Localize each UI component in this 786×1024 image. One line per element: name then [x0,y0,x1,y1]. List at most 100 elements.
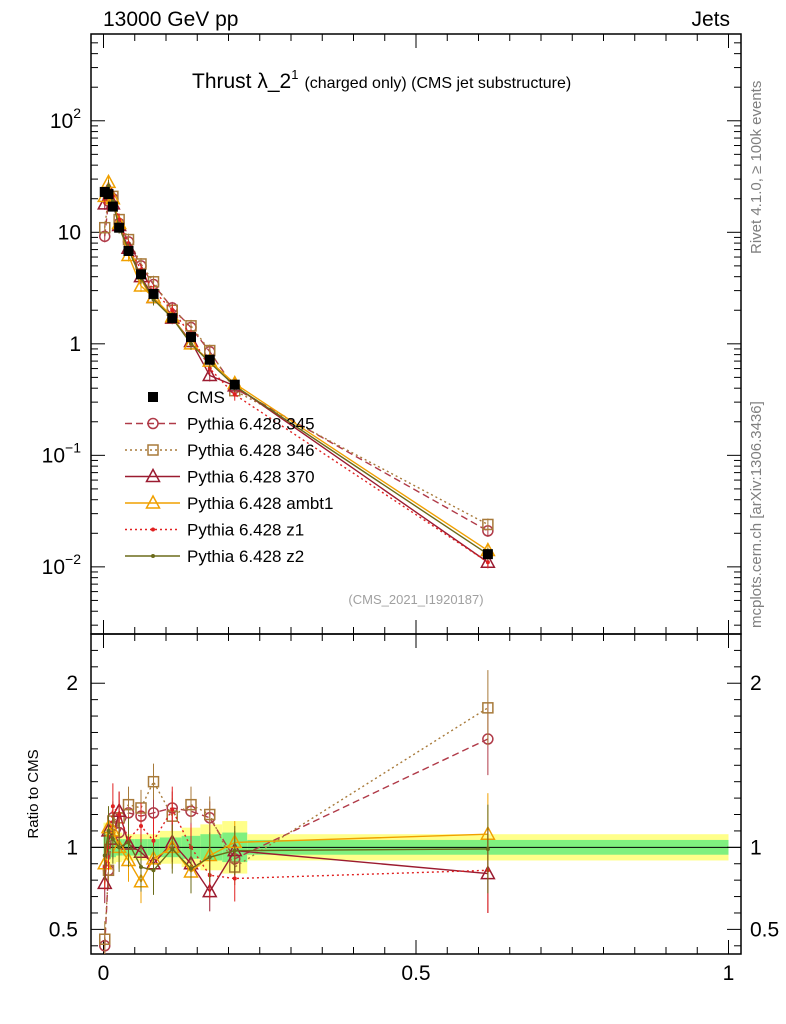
ratio-tick-label-left: 2 [66,672,78,695]
title-main: Thrust λ_2 [192,70,291,93]
legend-marker-z2 [151,554,155,558]
y-tick-exponent: 2 [73,105,81,121]
series-point-z1 [485,560,490,565]
series-point-p346 [482,518,494,531]
cms-data-point [482,549,493,560]
legend-marker-cms [148,392,158,402]
title-superscript: 1 [291,67,298,82]
ratio-axis-label: Ratio to CMS [25,749,42,838]
ratio-point-p346 [185,798,197,811]
category-label: Jets [691,8,730,31]
legend: CMS Pythia 6.428 345 Pythia 6.428 346 Pythi… [125,388,333,566]
y-tick-exponent: −2 [65,551,81,567]
ratio-point-z2 [110,837,115,842]
legend-label-z1: Pythia 6.428 z1 [187,521,304,540]
legend-entry-ambt1: Pythia 6.428 ambt1 [125,494,333,513]
legend-marker-p345 [147,417,159,430]
ratio-point-z2 [139,865,143,870]
analysis-id: (CMS_2021_I1920187) [348,592,483,607]
ratio-point-p346 [147,775,160,788]
legend-marker-z1 [151,527,155,532]
ratio-point-z2 [151,868,156,873]
ratio-plot-series [96,670,496,954]
ratio-point-z2 [117,845,122,850]
ratio-tick-label-right: 1 [750,836,762,859]
x-tick-label: 0 [98,962,110,985]
energy-label: 13000 GeV pp [103,8,239,31]
legend-entry-p370: Pythia 6.428 370 [125,468,315,487]
ratio-tick-label-left: 0.5 [49,918,78,941]
ratio-point-z1 [117,812,122,817]
ratio-series-z2 [102,804,490,895]
main-plot-series [96,173,496,569]
cms-data-point [107,201,118,212]
y-tick-base: 10 [58,221,81,244]
title-subtitle: (charged only) (CMS jet substructure) [304,75,571,92]
legend-entry-p346: Pythia 6.428 346 [125,441,315,460]
cms-data-point [136,269,146,280]
cms-data-point [148,288,159,299]
legend-entry-p345: Pythia 6.428 345 [125,415,315,434]
ratio-point-p346 [122,798,135,811]
ratio-point-z2 [207,855,212,860]
ratio-point-z2 [485,846,490,851]
y-tick-base: 10 [42,556,65,579]
series-point-p346 [99,221,111,234]
y-tick-base: 10 [42,444,65,467]
legend-label-p346: Pythia 6.428 346 [187,441,315,460]
legend-label-z2: Pythia 6.428 z2 [187,547,304,566]
ratio-line-ambt1 [104,826,488,884]
legend-entry-z1: Pythia 6.428 z1 [125,521,304,540]
ratio-line-z1 [104,804,488,880]
series-point-p370 [201,366,218,382]
legend-marker-p346 [147,444,159,456]
y-tick-label: 10−2 [42,551,82,579]
ratio-point-z2 [102,853,107,858]
cms-data-point [123,245,134,256]
axis-ticks [91,33,741,954]
series-point-z1 [232,392,237,397]
ratio-line-p346 [104,707,489,940]
y-tick-label: 102 [50,105,81,133]
y-tick-label: 10 [58,221,81,244]
y-tick-label: 1 [69,333,81,356]
cms-data-point [167,313,178,324]
x-tick-label: 0.5 [401,962,430,985]
legend-marker-p370 [145,467,161,483]
legend-label-p370: Pythia 6.428 370 [187,468,315,487]
ratio-tick-label-left: 1 [66,836,78,859]
cms-data-point [204,354,215,365]
x-tick-label: 1 [723,962,735,985]
legend-label-p345: Pythia 6.428 345 [187,415,315,434]
ratio-point-z2 [232,848,237,853]
rivet-version-label: Rivet 4.1.0, ≥ 100k events [748,80,765,254]
y-tick-exponent: −1 [65,439,81,455]
ratio-tick-label-right: 2 [750,672,762,695]
ratio-point-z1 [170,807,175,812]
legend-entry-cms: CMS [148,388,225,407]
cms-data-point [114,222,125,233]
cms-data-point [103,189,114,200]
series-point-z1 [170,308,175,313]
cms-data-point [186,332,196,343]
y-tick-label: 10−1 [42,439,82,467]
ratio-panel-frame [90,633,742,955]
series-cms [99,186,493,560]
cms-data-point [229,379,240,390]
series-point-z1 [207,366,212,371]
ratio-point-z2 [170,846,175,851]
legend-label-cms: CMS [187,388,225,407]
plot-title: Thrust λ_21 (charged only) (CMS jet subst… [192,67,571,93]
legend-label-ambt1: Pythia 6.428 ambt1 [187,494,333,513]
mcplots-reference-label: mcplots.cern.ch [arXiv:1306.3436] [748,401,765,628]
series-point-z2 [189,341,193,346]
ratio-point-p346 [99,933,111,945]
ratio-point-z1 [139,824,143,828]
ratio-point-z1 [232,876,237,881]
series-point-ambt1 [133,277,149,292]
legend-entry-z2: Pythia 6.428 z2 [125,547,304,566]
ratio-point-z1 [110,804,115,809]
ratio-tick-label-right: 0.5 [750,918,779,941]
